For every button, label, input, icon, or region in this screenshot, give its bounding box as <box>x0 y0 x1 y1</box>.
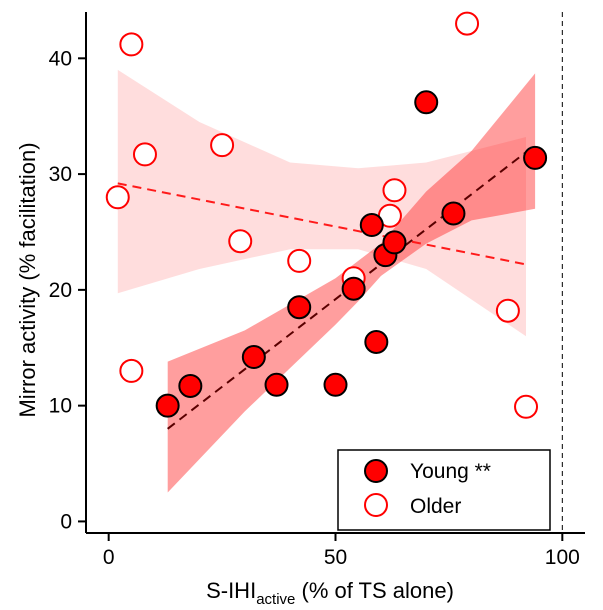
legend-marker-young <box>364 459 388 483</box>
x-axis-title: S-IHIactive (% of TS alone) <box>206 578 454 608</box>
x-axis-title-main: S-IHI <box>206 578 256 603</box>
older-point-2 <box>119 358 144 383</box>
young-point-3 <box>264 372 289 397</box>
older-point-1 <box>119 32 144 57</box>
legend: Young ** Older <box>337 449 551 531</box>
x-tick-label-0: 0 <box>103 546 115 569</box>
axes-layer: 0 10 20 30 40 0 50 100 <box>49 12 585 569</box>
x-axis-title-rest: (% of TS alone) <box>295 578 454 603</box>
older-point-12 <box>514 394 539 419</box>
older-point-3 <box>132 142 157 167</box>
y-tick-label-10: 10 <box>49 395 72 418</box>
young-point-8 <box>364 329 389 354</box>
legend-marker-older <box>364 493 388 517</box>
y-tick-label-40: 40 <box>49 47 72 70</box>
y-axis-title: Mirror activity (% facilitation) <box>15 142 40 417</box>
data-points-layer <box>105 11 548 419</box>
young-point-10 <box>382 230 407 255</box>
young-point-0 <box>155 393 180 418</box>
young-point-12 <box>441 201 466 226</box>
x-tick-label-100: 100 <box>545 546 580 569</box>
x-tick-label-50: 50 <box>324 546 347 569</box>
legend-label-older: Older <box>410 495 461 518</box>
y-tick-label-0: 0 <box>60 510 72 533</box>
young-point-5 <box>323 372 348 397</box>
young-point-2 <box>241 345 266 370</box>
older-point-10 <box>455 11 480 36</box>
young-point-13 <box>523 145 548 170</box>
older-point-4 <box>210 133 235 158</box>
young-point-6 <box>341 276 366 301</box>
young-point-4 <box>287 295 312 320</box>
x-axis-title-subscript: active <box>256 591 295 608</box>
young-point-11 <box>414 90 439 115</box>
older-point-0 <box>105 185 130 210</box>
legend-label-young: Young ** <box>410 460 491 483</box>
older-point-9 <box>382 178 407 203</box>
y-tick-label-20: 20 <box>49 279 72 302</box>
older-point-6 <box>287 248 312 273</box>
young-point-1 <box>178 373 203 398</box>
y-tick-label-30: 30 <box>49 163 72 186</box>
older-point-11 <box>495 298 520 323</box>
young-point-7 <box>359 213 384 238</box>
older-fit-line <box>117 182 527 266</box>
older-point-5 <box>228 229 253 254</box>
